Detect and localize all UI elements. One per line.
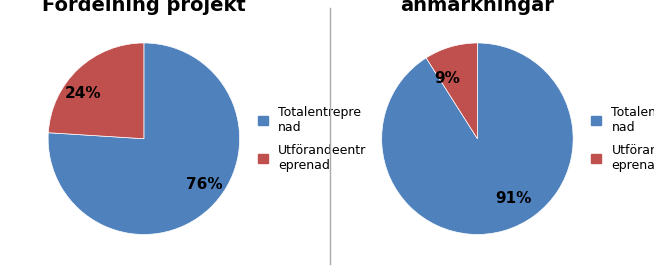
Wedge shape (48, 43, 144, 139)
Title: Fördelning projekt: Fördelning projekt (42, 0, 246, 15)
Text: 9%: 9% (434, 72, 460, 86)
Text: 91%: 91% (495, 191, 531, 206)
Legend: Totalentrepre
nad, Utförandeentr
eprenad: Totalentrepre nad, Utförandeentr eprenad (258, 106, 366, 172)
Title: Fördelning
anmärkningar: Fördelning anmärkningar (400, 0, 555, 15)
Wedge shape (426, 43, 477, 139)
Text: 76%: 76% (186, 177, 223, 191)
Legend: Totalentrepre
nad, Utförandeentr
eprenad: Totalentrepre nad, Utförandeentr eprenad (591, 106, 654, 172)
Wedge shape (382, 43, 573, 234)
Wedge shape (48, 43, 239, 234)
Text: 24%: 24% (65, 86, 101, 101)
